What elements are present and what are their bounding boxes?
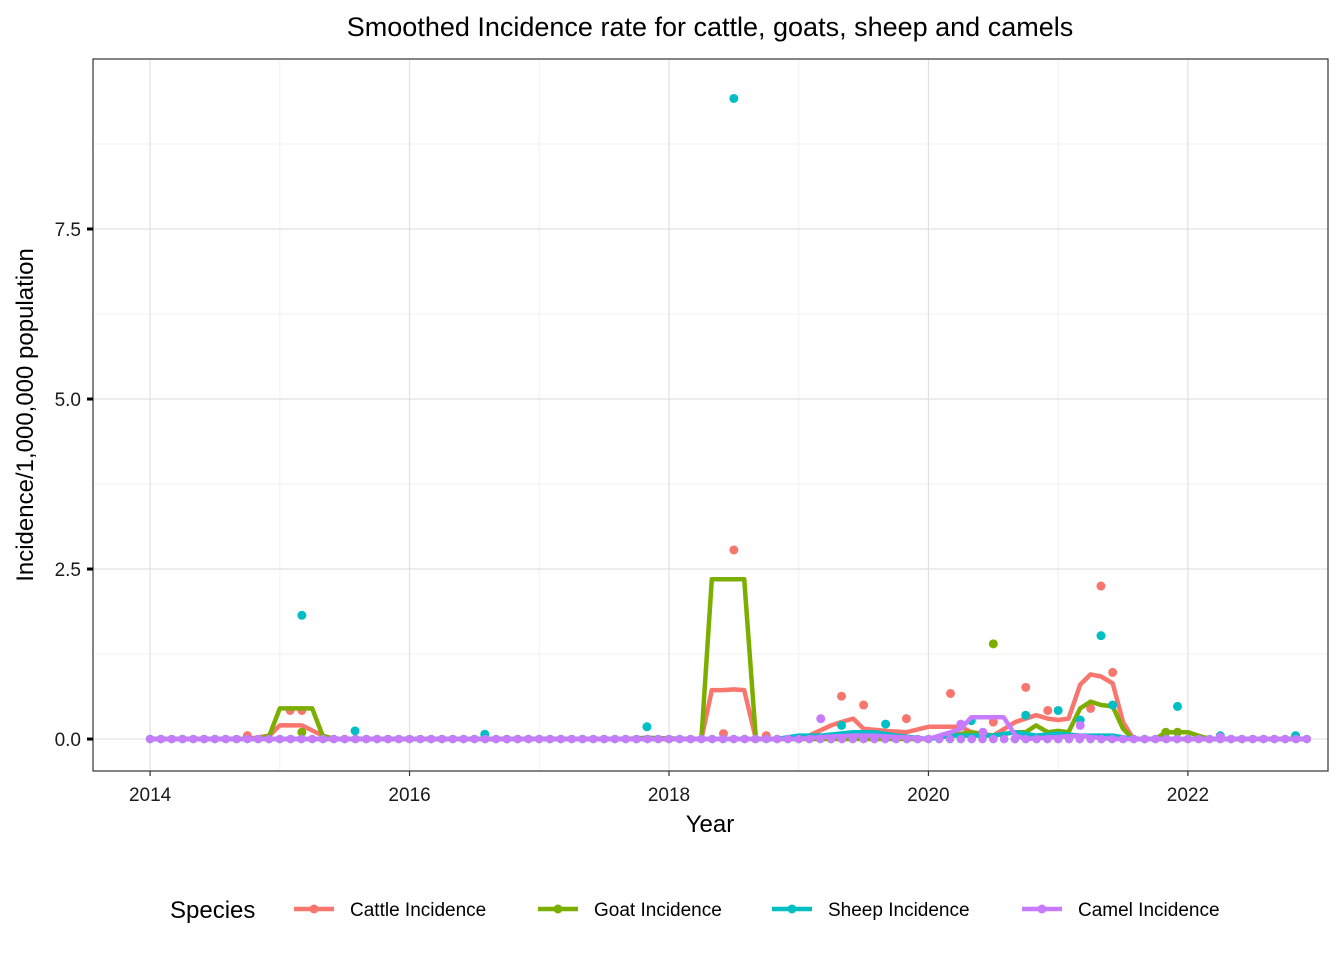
camel-incidence-point xyxy=(1075,720,1085,730)
sheep-incidence-point xyxy=(642,722,652,732)
cattle-incidence-point xyxy=(859,700,869,710)
sheep-incidence-point xyxy=(1108,700,1118,710)
sheep-incidence-point xyxy=(1096,631,1106,641)
x-tick-label: 2014 xyxy=(129,785,172,806)
y-tick-label: 0.0 xyxy=(55,730,81,751)
x-tick-label: 2018 xyxy=(648,785,690,806)
legend-title: Species xyxy=(170,897,255,924)
cattle-incidence-point xyxy=(729,545,739,555)
legend-key-point xyxy=(553,904,563,914)
cattle-incidence-point xyxy=(1021,682,1031,692)
camel-incidence-point xyxy=(967,734,976,744)
camel-incidence-point xyxy=(999,734,1009,744)
plot-border xyxy=(92,58,1329,772)
camel-incidence-point xyxy=(1215,732,1225,742)
legend-item: Cattle Incidence xyxy=(294,900,486,921)
camel-incidence-point xyxy=(956,734,966,744)
plot-background xyxy=(93,59,1328,771)
camel-incidence-point xyxy=(978,734,987,744)
legend-item: Camel Incidence xyxy=(1022,900,1220,921)
goat-incidence-point xyxy=(988,639,998,649)
x-tick-label: 2022 xyxy=(1167,785,1209,806)
sheep-incidence-point xyxy=(1021,710,1031,720)
legend: Species Cattle Incidence Goat Incidence She… xyxy=(170,897,1220,924)
x-axis-title: Year xyxy=(686,811,735,838)
y-axis-title: Incidence/1,000,000 population xyxy=(12,248,39,582)
camel-incidence-line xyxy=(150,715,1308,742)
sheep-incidence-point xyxy=(729,93,739,103)
cattle-incidence-point xyxy=(1096,581,1106,591)
sheep-incidence-point xyxy=(881,719,891,729)
legend-key-point xyxy=(787,904,797,914)
legend-item: Goat Incidence xyxy=(538,900,722,921)
x-tick-label: 2020 xyxy=(907,785,949,806)
cattle-incidence-point xyxy=(901,714,911,724)
chart-title: Smoothed Incidence rate for cattle, goat… xyxy=(347,12,1073,42)
sheep-incidence-point xyxy=(837,720,847,730)
camel-incidence-point xyxy=(816,714,826,724)
legend-label: Camel Incidence xyxy=(1078,900,1220,921)
legend-item: Sheep Incidence xyxy=(772,900,970,921)
cattle-incidence-point xyxy=(837,691,847,701)
x-tick-label: 2016 xyxy=(388,785,430,806)
camel-incidence-point xyxy=(989,734,998,744)
camel-incidence-point xyxy=(945,734,955,744)
plot-panel xyxy=(92,58,1329,772)
y-tick-label: 2.5 xyxy=(55,560,81,581)
camel-incidence-series xyxy=(145,714,1312,744)
cattle-incidence-point xyxy=(988,717,998,727)
y-tick-label: 7.5 xyxy=(55,220,81,241)
legend-label: Sheep Incidence xyxy=(828,900,970,921)
sheep-incidence-point xyxy=(1053,705,1063,715)
goat-incidence-point xyxy=(297,727,307,737)
legend-label: Goat Incidence xyxy=(594,900,722,921)
cattle-incidence-point xyxy=(1108,667,1118,677)
y-tick-label: 5.0 xyxy=(55,390,81,411)
y-axis: 0.0 2.5 5.0 7.5 xyxy=(55,220,93,751)
sheep-incidence-point xyxy=(297,610,307,620)
sheep-incidence-point xyxy=(1173,701,1183,711)
cattle-incidence-point xyxy=(945,688,955,698)
legend-key-point xyxy=(1037,904,1047,914)
camel-incidence-point xyxy=(956,719,966,729)
legend-label: Cattle Incidence xyxy=(350,900,486,921)
series-layer xyxy=(145,93,1312,744)
goat-incidence-point xyxy=(1161,727,1171,737)
camel-incidence-point xyxy=(978,727,988,737)
cattle-incidence-point xyxy=(1086,703,1096,713)
x-axis: 2014 2016 2018 2020 2022 xyxy=(129,771,1209,806)
legend-key-point xyxy=(309,904,319,914)
sheep-incidence-point xyxy=(350,726,360,736)
cattle-incidence-point xyxy=(1043,705,1053,715)
goat-incidence-point xyxy=(1173,727,1183,737)
